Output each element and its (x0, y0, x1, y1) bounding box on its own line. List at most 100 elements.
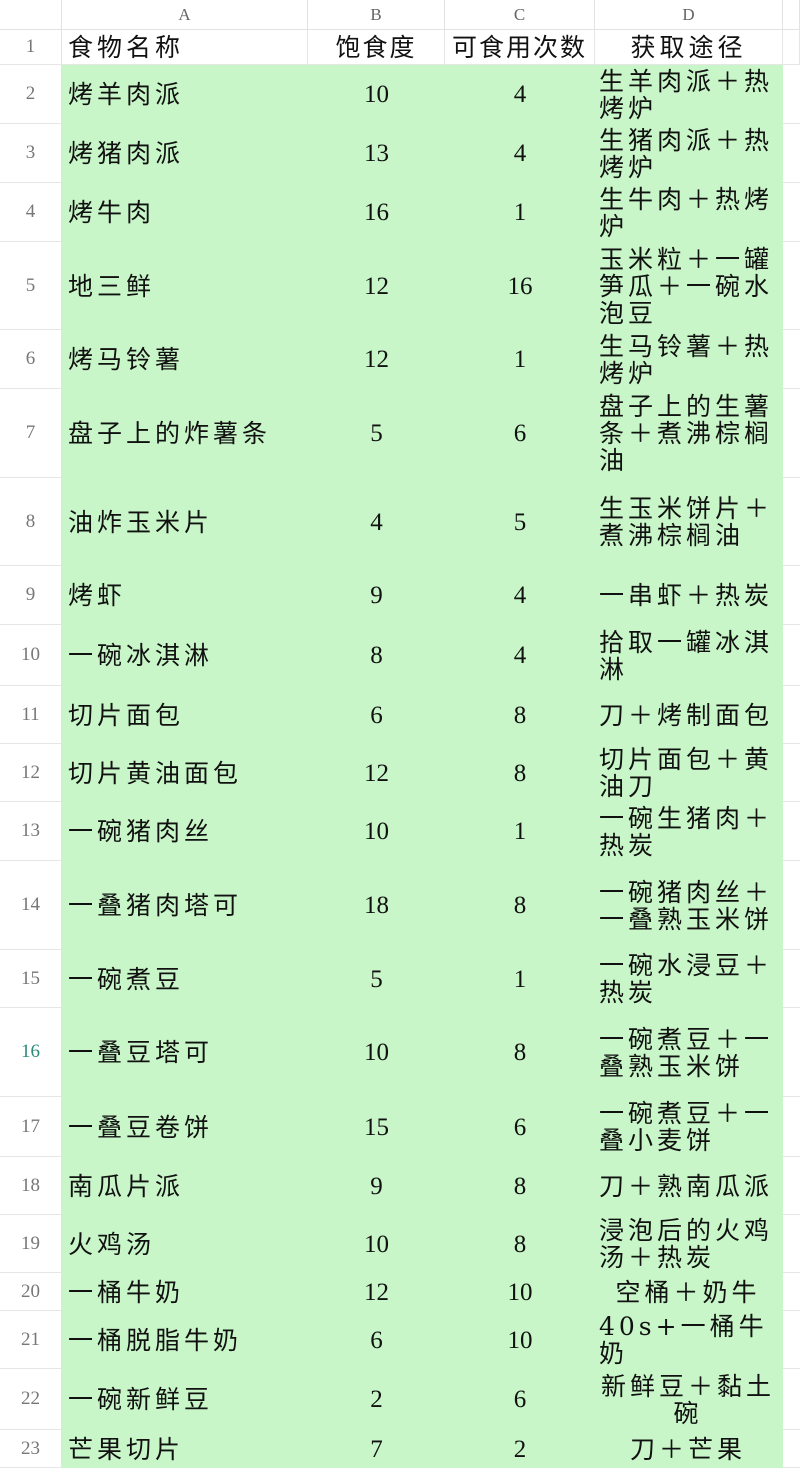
cell-satiety[interactable]: 9 (308, 1157, 445, 1215)
empty-cell[interactable] (783, 124, 800, 183)
empty-cell[interactable] (783, 65, 800, 124)
cell-uses[interactable]: 10 (445, 1311, 595, 1369)
row-number[interactable]: 1 (0, 30, 62, 65)
cell-source[interactable]: 40s+一桶牛奶 (595, 1311, 783, 1369)
cell-satiety[interactable]: 8 (308, 625, 445, 686)
empty-cell[interactable] (783, 1273, 800, 1311)
cell-source[interactable]: 刀＋烤制面包 (595, 686, 783, 744)
cell-uses[interactable]: 1 (445, 802, 595, 861)
cell-uses[interactable]: 5 (445, 478, 595, 566)
empty-cell[interactable] (783, 802, 800, 861)
cell-satiety[interactable]: 10 (308, 802, 445, 861)
cell-satiety[interactable]: 10 (308, 65, 445, 124)
cell-source[interactable]: 生玉米饼片＋煮沸棕榈油 (595, 478, 783, 566)
cell-source[interactable]: 一碗水浸豆＋热炭 (595, 950, 783, 1008)
cell-source[interactable]: 盘子上的生薯条＋煮沸棕榈油 (595, 389, 783, 478)
cell-uses[interactable]: 8 (445, 1008, 595, 1097)
row-number[interactable]: 15 (0, 950, 62, 1008)
cell-food-name[interactable]: 盘子上的炸薯条 (62, 389, 308, 478)
cell-uses[interactable]: 2 (445, 1430, 595, 1468)
empty-cell[interactable] (783, 330, 800, 389)
header-cell-satiety[interactable]: 饱食度 (308, 30, 445, 65)
cell-satiety[interactable]: 9 (308, 566, 445, 625)
empty-cell[interactable] (783, 950, 800, 1008)
row-number[interactable]: 4 (0, 183, 62, 242)
cell-food-name[interactable]: 切片黄油面包 (62, 744, 308, 802)
row-number[interactable]: 2 (0, 65, 62, 124)
cell-food-name[interactable]: 火鸡汤 (62, 1215, 308, 1273)
empty-cell[interactable] (783, 1369, 800, 1430)
cell-uses[interactable]: 4 (445, 124, 595, 183)
cell-food-name[interactable]: 一碗煮豆 (62, 950, 308, 1008)
cell-uses[interactable]: 8 (445, 861, 595, 950)
cell-food-name[interactable]: 一桶脱脂牛奶 (62, 1311, 308, 1369)
row-number[interactable]: 12 (0, 744, 62, 802)
row-number[interactable]: 19 (0, 1215, 62, 1273)
row-number[interactable]: 9 (0, 566, 62, 625)
empty-cell[interactable] (783, 1311, 800, 1369)
row-number[interactable]: 3 (0, 124, 62, 183)
column-header-d[interactable]: D (595, 0, 783, 30)
empty-cell[interactable] (783, 566, 800, 625)
cell-food-name[interactable]: 烤羊肉派 (62, 65, 308, 124)
row-number[interactable]: 6 (0, 330, 62, 389)
cell-uses[interactable]: 1 (445, 950, 595, 1008)
cell-source[interactable]: 生牛肉＋热烤炉 (595, 183, 783, 242)
cell-uses[interactable]: 1 (445, 183, 595, 242)
cell-food-name[interactable]: 地三鲜 (62, 242, 308, 330)
row-number[interactable]: 14 (0, 861, 62, 950)
cell-source[interactable]: 一碗生猪肉＋热炭 (595, 802, 783, 861)
header-cell-uses[interactable]: 可食用次数 (445, 30, 595, 65)
empty-cell[interactable] (783, 861, 800, 950)
empty-cell[interactable] (783, 744, 800, 802)
cell-satiety[interactable]: 5 (308, 950, 445, 1008)
cell-uses[interactable]: 8 (445, 744, 595, 802)
select-all-corner[interactable] (0, 0, 62, 30)
empty-cell[interactable] (783, 625, 800, 686)
cell-source[interactable]: 切片面包＋黄油刀 (595, 744, 783, 802)
cell-source[interactable]: 一碗煮豆＋一叠小麦饼 (595, 1097, 783, 1157)
cell-satiety[interactable]: 18 (308, 861, 445, 950)
cell-source[interactable]: 生羊肉派＋热烤炉 (595, 65, 783, 124)
cell-food-name[interactable]: 一叠豆卷饼 (62, 1097, 308, 1157)
cell-food-name[interactable]: 油炸玉米片 (62, 478, 308, 566)
empty-cell[interactable] (783, 1097, 800, 1157)
row-number[interactable]: 18 (0, 1157, 62, 1215)
cell-food-name[interactable]: 一叠豆塔可 (62, 1008, 308, 1097)
column-header-a[interactable]: A (62, 0, 308, 30)
cell-source[interactable]: 一碗煮豆＋一叠熟玉米饼 (595, 1008, 783, 1097)
cell-uses[interactable]: 8 (445, 1215, 595, 1273)
column-header-b[interactable]: B (308, 0, 445, 30)
cell-source[interactable]: 生猪肉派＋热烤炉 (595, 124, 783, 183)
empty-cell[interactable] (783, 1008, 800, 1097)
empty-cell[interactable] (783, 242, 800, 330)
cell-source[interactable]: 空桶＋奶牛 (595, 1273, 783, 1311)
cell-uses[interactable]: 4 (445, 65, 595, 124)
row-number[interactable]: 5 (0, 242, 62, 330)
header-cell-name[interactable]: 食物名称 (62, 30, 308, 65)
empty-cell[interactable] (783, 183, 800, 242)
cell-satiety[interactable]: 12 (308, 1273, 445, 1311)
row-number[interactable]: 17 (0, 1097, 62, 1157)
cell-satiety[interactable]: 15 (308, 1097, 445, 1157)
row-number[interactable]: 10 (0, 625, 62, 686)
empty-cell[interactable] (783, 30, 800, 65)
cell-satiety[interactable]: 6 (308, 686, 445, 744)
cell-satiety[interactable]: 10 (308, 1215, 445, 1273)
row-number[interactable]: 13 (0, 802, 62, 861)
row-number[interactable]: 8 (0, 478, 62, 566)
cell-source[interactable]: 玉米粒＋一罐笋瓜＋一碗水泡豆 (595, 242, 783, 330)
cell-satiety[interactable]: 12 (308, 744, 445, 802)
cell-uses[interactable]: 6 (445, 1369, 595, 1430)
empty-cell[interactable] (783, 1430, 800, 1468)
empty-cell[interactable] (783, 1157, 800, 1215)
cell-satiety[interactable]: 12 (308, 330, 445, 389)
cell-satiety[interactable]: 12 (308, 242, 445, 330)
cell-uses[interactable]: 6 (445, 1097, 595, 1157)
cell-uses[interactable]: 8 (445, 686, 595, 744)
empty-cell[interactable] (783, 389, 800, 478)
cell-uses[interactable]: 10 (445, 1273, 595, 1311)
header-cell-source[interactable]: 获取途径 (595, 30, 783, 65)
empty-cell[interactable] (783, 686, 800, 744)
cell-satiety[interactable]: 4 (308, 478, 445, 566)
